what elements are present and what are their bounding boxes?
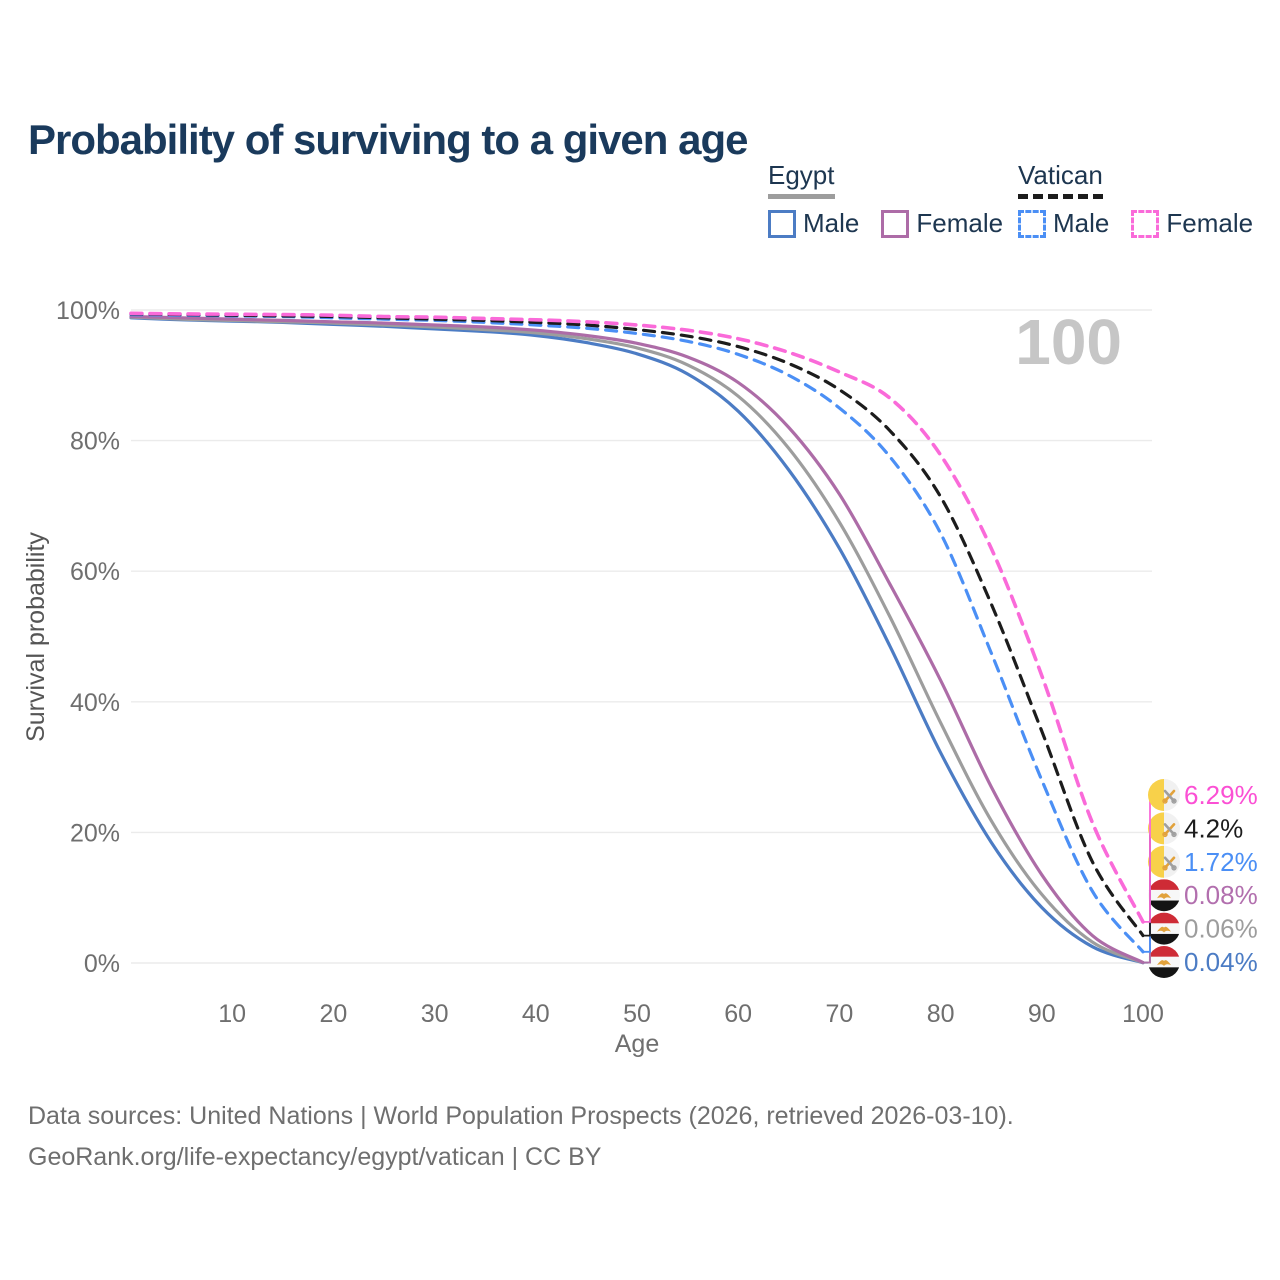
x-tick-label: 30 <box>421 1000 449 1028</box>
y-tick-label: 80% <box>70 428 120 456</box>
vatican-flag-icon <box>1148 779 1180 811</box>
x-tick-label: 20 <box>319 1000 347 1028</box>
egypt-flag-icon <box>1148 912 1180 945</box>
y-axis-title: Survival probability <box>22 532 50 742</box>
legend-item-vatican-female[interactable]: Female <box>1131 208 1253 239</box>
legend-vatican-header[interactable]: Vatican <box>1018 160 1103 199</box>
vatican-male-swatch-icon <box>1018 209 1046 238</box>
legend-group-egypt: Egypt Male Female <box>768 160 1003 239</box>
page-title: Probability of surviving to a given age <box>28 116 748 164</box>
attribution-line: GeoRank.org/life-expectancy/egypt/vatica… <box>28 1143 602 1172</box>
data-sources-line: Data sources: United Nations | World Pop… <box>28 1102 1014 1130</box>
legend-item-label: Male <box>803 208 860 238</box>
legend-item-label: Female <box>1166 208 1254 238</box>
legend-item-egypt-female[interactable]: Female <box>881 208 1003 239</box>
x-tick-label: 90 <box>1028 1000 1056 1028</box>
x-axis-title: Age <box>615 1030 659 1058</box>
x-tick-label: 50 <box>623 1000 651 1028</box>
y-tick-label: 0% <box>84 950 120 978</box>
x-tick-label: 70 <box>825 1000 853 1028</box>
footer: Data sources: United Nations | World Pop… <box>28 1096 1014 1179</box>
legend-item-label: Female <box>916 208 1004 238</box>
end-value-label-vatican-male: 1.72% <box>1184 847 1258 877</box>
y-tick-label: 40% <box>70 689 120 717</box>
egypt-flag-icon <box>1148 879 1180 912</box>
egypt-male-swatch-icon <box>768 209 796 238</box>
series-line-egypt-female[interactable] <box>129 314 1145 965</box>
y-tick-label: 100% <box>56 297 120 325</box>
x-tick-label: 10 <box>218 1000 246 1028</box>
series-line-egypt-male[interactable] <box>129 316 1145 965</box>
egypt-female-swatch-icon <box>881 209 910 238</box>
series-line-vatican-both[interactable] <box>129 312 1145 938</box>
x-tick-label: 100 <box>1122 1000 1164 1028</box>
legend-item-egypt-male[interactable]: Male <box>768 208 859 239</box>
vatican-flag-icon <box>1148 845 1180 878</box>
legend-group-vatican: Vatican Male Female <box>1018 160 1253 239</box>
end-value-label-egypt-both: 0.06% <box>1184 914 1258 944</box>
end-value-label-egypt-male: 0.04% <box>1184 947 1258 977</box>
legend-item-label: Male <box>1053 208 1110 238</box>
y-tick-label: 60% <box>70 558 120 586</box>
x-tick-label: 60 <box>724 1000 752 1028</box>
x-tick-label: 80 <box>927 1000 955 1028</box>
egypt-flag-icon <box>1148 946 1180 978</box>
x-tick-label: 40 <box>522 1000 550 1028</box>
series-line-vatican-female[interactable] <box>129 311 1145 924</box>
legend-egypt-header[interactable]: Egypt <box>768 160 835 199</box>
vatican-flag-icon <box>1148 812 1180 845</box>
legend-item-vatican-male[interactable]: Male <box>1018 208 1109 239</box>
end-value-label-vatican-female: 6.29% <box>1184 780 1258 810</box>
vatican-female-swatch-icon <box>1131 209 1160 238</box>
series-line-vatican-male[interactable] <box>129 313 1145 954</box>
y-tick-label: 20% <box>70 819 120 847</box>
end-value-label-vatican-both: 4.2% <box>1184 813 1243 843</box>
end-value-label-egypt-female: 0.08% <box>1184 880 1258 910</box>
age-watermark: 100 <box>1015 306 1122 378</box>
series-line-egypt-both[interactable] <box>129 315 1145 965</box>
